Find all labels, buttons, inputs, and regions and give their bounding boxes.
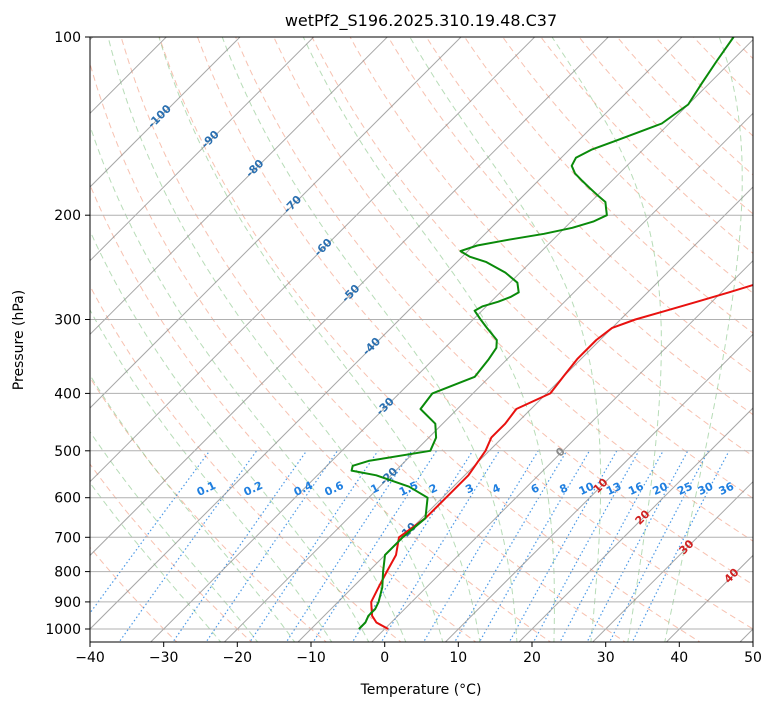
dry-adiabat-line (120, 37, 627, 642)
y-tick-label: 500 (54, 444, 81, 460)
dry-adiabat-line (273, 37, 753, 542)
moist-adiabat-line (90, 229, 370, 642)
mixing-ratio-line (172, 450, 308, 642)
dry-adiabat-line (425, 37, 753, 375)
x-tick-label: −10 (296, 650, 326, 666)
dry-adiabat-line (158, 37, 701, 642)
isotherm-line (90, 37, 462, 409)
x-tick-label: 20 (523, 650, 541, 666)
mixing-ratio-line (586, 450, 689, 642)
mixing-ratio-line (90, 450, 211, 615)
dry-adiabat-line (196, 37, 753, 630)
mixing-ratio-label: 16 (626, 480, 646, 498)
y-tick-label: 100 (54, 30, 81, 46)
dry-adiabat-line (90, 183, 477, 642)
y-tick-label: 400 (54, 386, 81, 402)
x-tick-label: −20 (223, 650, 253, 666)
y-tick-label: 600 (54, 491, 81, 507)
mixing-ratio-line (351, 450, 474, 642)
isotherm-line (370, 259, 753, 642)
pressure-gridlines (90, 37, 753, 630)
y-tick-label: 700 (54, 530, 81, 546)
mixing-ratio-label: 10 (577, 480, 597, 498)
mixing-ratio-line (559, 450, 664, 642)
x-tick-label: 50 (744, 650, 762, 666)
isotherm-line (223, 112, 753, 642)
dry-adiabat-line (463, 37, 753, 334)
mixing-ratio-lines (90, 450, 730, 642)
mixing-ratio-line (249, 450, 379, 642)
isotherm-line (591, 480, 753, 642)
temperature-profile-line (370, 283, 753, 630)
profile-series (350, 37, 753, 630)
mixing-ratio-line (454, 450, 568, 642)
isotherm-line (444, 333, 753, 642)
x-tick-label: 0 (380, 650, 389, 666)
dry-adiabat-line (90, 61, 552, 642)
x-tick-label: −40 (75, 650, 105, 666)
y-tick-label: 900 (54, 595, 81, 611)
y-tick-label: 300 (54, 313, 81, 329)
y-tick-label: 200 (54, 208, 81, 224)
mixing-ratio-line (608, 450, 709, 642)
dry-adiabat-line (90, 376, 328, 642)
isotherm-line (90, 37, 536, 483)
x-axis-title: Temperature (°C) (360, 682, 482, 698)
dry-adiabat-line (311, 37, 753, 499)
mixing-ratio-line (205, 450, 338, 642)
mixing-ratio-label: 25 (675, 480, 694, 498)
moist-adiabat-line (90, 124, 407, 642)
dry-adiabat-line (616, 37, 753, 176)
y-axis-title: Pressure (hPa) (11, 290, 27, 390)
mixing-ratio-line (312, 450, 438, 642)
mixing-ratio-label: 20 (651, 480, 671, 498)
isotherm-line (90, 37, 610, 557)
dry-adiabat-line (654, 37, 753, 137)
mixing-ratio-line (118, 450, 258, 642)
isotherm-line (518, 407, 753, 642)
mixing-ratio-label: 13 (604, 480, 623, 498)
mixing-ratio-line (380, 450, 500, 642)
mixing-ratio-label: 30 (696, 480, 716, 498)
isotherm-line (90, 37, 241, 188)
axes: −40 −30 −20 −10 0 10 20 30 40 50 1000 900 800 700 600 5… (45, 30, 762, 666)
mixing-ratio-label: 36 (717, 480, 737, 498)
y-tick-label: 800 (54, 565, 81, 581)
isotherm-line (90, 37, 315, 262)
dewpoint-profile-line (350, 37, 735, 630)
dry-adiabats (90, 37, 753, 642)
isotherm-line (149, 38, 753, 642)
dry-adiabat-line (578, 37, 753, 215)
x-tick-label: −30 (149, 650, 179, 666)
chart-title: wetPf2_S196.2025.310.19.48.C37 (285, 11, 557, 31)
x-tick-label: 40 (670, 650, 688, 666)
mixing-ratio-line (285, 450, 413, 642)
y-tick-label: 1000 (45, 622, 81, 638)
isotherm-line (90, 37, 683, 630)
dry-adiabat-line (349, 37, 753, 457)
x-tick-label: 10 (449, 650, 467, 666)
plot-frame (89, 36, 754, 643)
x-tick-label: 30 (597, 650, 615, 666)
